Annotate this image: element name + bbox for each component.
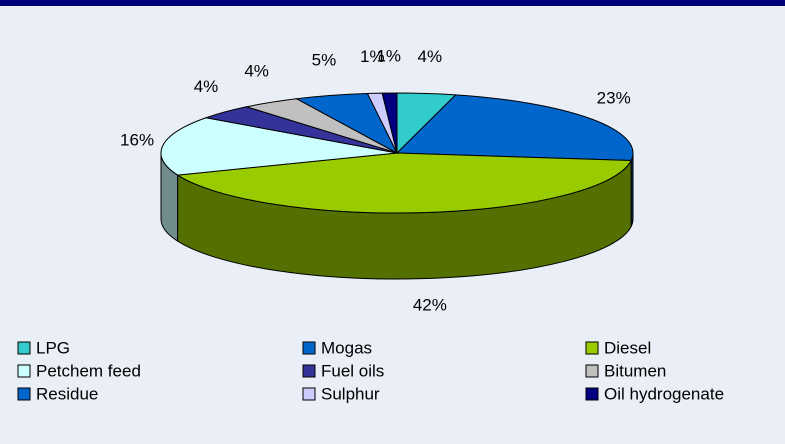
legend-swatch xyxy=(17,341,31,355)
legend-swatch xyxy=(585,387,599,401)
top-bar xyxy=(0,0,785,6)
legend-swatch xyxy=(302,387,316,401)
legend-swatch xyxy=(302,341,316,355)
legend-label: Residue xyxy=(36,384,98,403)
pie-slice xyxy=(160,117,398,176)
data-label: 23% xyxy=(597,89,631,108)
data-label: 1% xyxy=(376,47,401,66)
legend-label: Diesel xyxy=(604,338,651,357)
legend-swatch xyxy=(585,364,599,378)
data-label: 42% xyxy=(413,296,447,315)
data-labels: 4% 23% 42% 16% 4% 4% 5% 1%1% xyxy=(120,47,631,315)
legend: LPG Mogas Diesel Petchem feed Fuel oils Bitum… xyxy=(17,338,724,403)
data-label: 4% xyxy=(418,47,443,66)
data-label: 1% xyxy=(360,47,385,66)
pie-slice xyxy=(395,94,634,162)
legend-label: Mogas xyxy=(321,338,372,357)
data-label: 4% xyxy=(194,77,219,96)
legend-swatch xyxy=(17,387,31,401)
data-label: 5% xyxy=(312,50,337,69)
legend-swatch xyxy=(302,364,316,378)
legend-label: Petchem feed xyxy=(36,361,141,380)
legend-label: Bitumen xyxy=(604,361,666,380)
data-label: 16% xyxy=(120,130,154,149)
pie-slice xyxy=(381,92,398,154)
pie-sides xyxy=(160,152,634,280)
legend-label: LPG xyxy=(36,338,70,357)
legend-swatch xyxy=(585,341,599,355)
legend-swatch xyxy=(17,364,31,378)
pie-tops xyxy=(160,92,634,214)
pie-slice xyxy=(176,152,632,214)
data-label: 4% xyxy=(244,61,269,80)
legend-label: Oil hydrogenate xyxy=(604,384,724,403)
legend-label: Sulphur xyxy=(321,384,380,403)
legend-label: Fuel oils xyxy=(321,361,384,380)
